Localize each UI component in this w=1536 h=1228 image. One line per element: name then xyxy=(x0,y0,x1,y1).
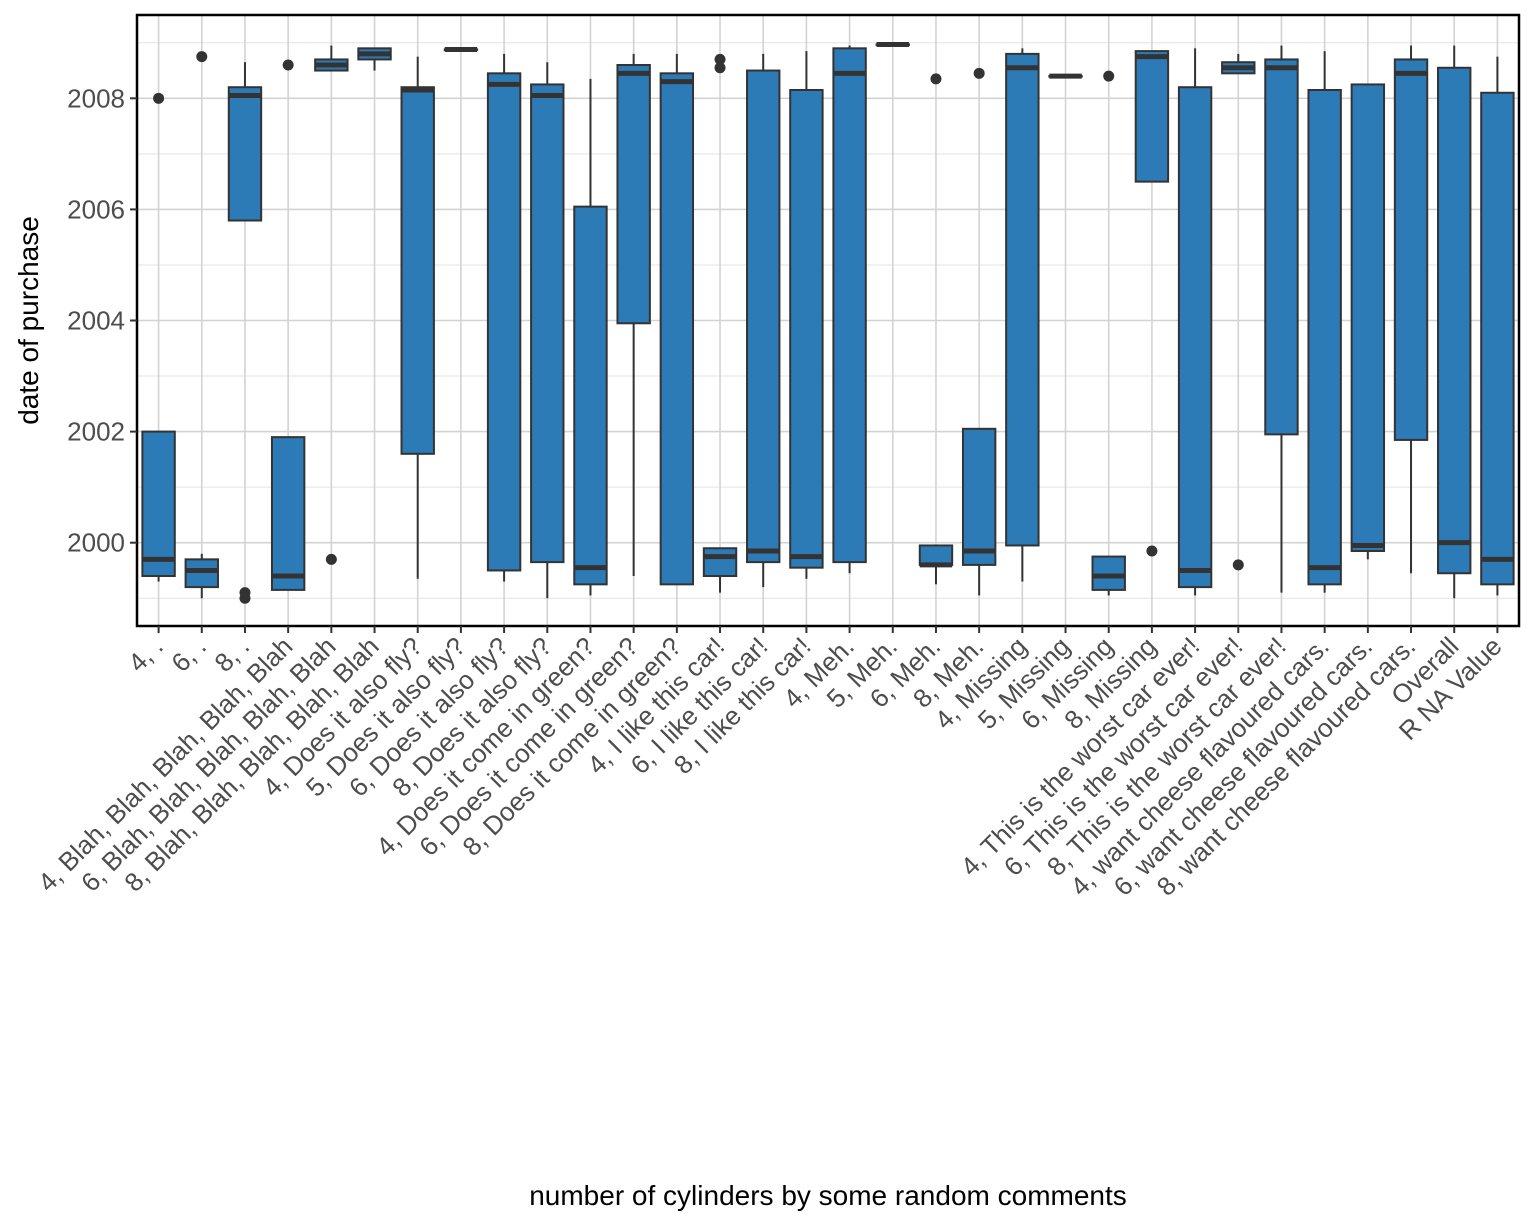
box-body xyxy=(141,430,176,578)
box-group xyxy=(443,46,479,52)
box-body xyxy=(1350,83,1386,553)
box-body xyxy=(400,86,435,455)
box-body xyxy=(1177,86,1213,589)
box-group xyxy=(270,59,306,591)
box-group xyxy=(357,47,392,71)
box-group xyxy=(141,92,176,582)
box-body xyxy=(530,83,565,564)
box-group xyxy=(1437,45,1472,599)
outlier-point xyxy=(282,59,294,71)
outlier-point xyxy=(714,62,726,74)
box-group xyxy=(1307,51,1342,593)
box-group xyxy=(1264,45,1299,593)
box-body xyxy=(270,436,306,591)
box-body xyxy=(659,72,695,586)
box-group xyxy=(1350,83,1386,560)
box-group xyxy=(746,53,781,588)
outlier-point xyxy=(325,553,337,565)
box-body xyxy=(1307,88,1342,586)
box-body xyxy=(616,63,651,325)
box-group xyxy=(530,62,565,599)
box-body xyxy=(702,547,738,578)
y-tick-label: 2008 xyxy=(67,83,125,113)
box-body xyxy=(1437,66,1472,575)
outlier-point xyxy=(714,53,726,65)
box-group xyxy=(184,51,219,599)
box-body xyxy=(961,427,997,566)
outlier-point xyxy=(153,92,165,104)
box-group xyxy=(400,56,435,579)
box-group xyxy=(1177,48,1213,596)
box-group xyxy=(875,41,910,47)
outlier-point xyxy=(930,73,942,85)
box-group xyxy=(486,53,522,582)
box-group xyxy=(832,45,867,574)
box-group xyxy=(1048,73,1083,79)
x-axis-title: number of cylinders by some random comme… xyxy=(529,1180,1127,1211)
outlier-point xyxy=(239,592,251,604)
box-body xyxy=(1005,52,1040,547)
box-body xyxy=(1091,555,1126,591)
outlier-point xyxy=(1232,559,1244,571)
box-body xyxy=(1264,58,1299,436)
box-group xyxy=(1393,45,1429,574)
box-body xyxy=(746,69,781,564)
y-tick-label: 2004 xyxy=(67,306,125,336)
box-group xyxy=(1134,50,1170,557)
box-group xyxy=(789,51,824,579)
box-group xyxy=(314,45,349,565)
box-group xyxy=(1221,53,1256,571)
boxes xyxy=(141,41,1515,604)
box-group xyxy=(616,53,651,577)
box-group xyxy=(1005,48,1040,582)
box-group xyxy=(1091,70,1126,596)
box-body xyxy=(184,558,219,589)
box-body xyxy=(789,88,824,569)
box-group xyxy=(961,67,997,596)
box-group xyxy=(573,78,608,596)
outlier-point xyxy=(973,67,985,79)
box-group xyxy=(227,62,263,604)
y-tick-label: 2002 xyxy=(67,417,125,447)
box-body xyxy=(486,72,522,572)
outlier-point xyxy=(1146,545,1158,557)
box-body xyxy=(227,86,263,222)
y-axis-title: date of purchase xyxy=(13,216,44,425)
box-group xyxy=(1480,56,1515,596)
box-group xyxy=(659,53,695,586)
box-body xyxy=(1134,50,1170,183)
box-body xyxy=(573,205,608,586)
y-tick-label: 2006 xyxy=(67,194,125,224)
y-tick-label: 2000 xyxy=(67,528,125,558)
outlier-point xyxy=(196,51,208,63)
box-body xyxy=(832,47,867,564)
box-group xyxy=(702,53,738,593)
box-body xyxy=(918,544,954,566)
box-body xyxy=(1393,58,1429,441)
box-body xyxy=(1480,91,1515,586)
outlier-point xyxy=(1103,70,1115,82)
box-group xyxy=(918,73,954,585)
